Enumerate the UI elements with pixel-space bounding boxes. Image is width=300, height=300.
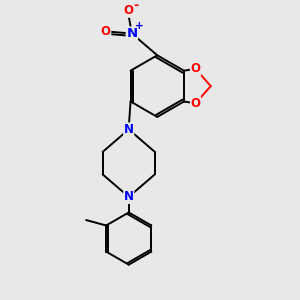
Text: +: + <box>135 21 143 31</box>
Text: -: - <box>134 0 139 12</box>
Text: N: N <box>124 190 134 203</box>
Text: N: N <box>126 27 137 40</box>
Text: O: O <box>123 4 133 17</box>
Text: N: N <box>124 123 134 136</box>
Text: O: O <box>190 97 200 110</box>
Text: O: O <box>101 25 111 38</box>
Text: O: O <box>190 62 200 75</box>
